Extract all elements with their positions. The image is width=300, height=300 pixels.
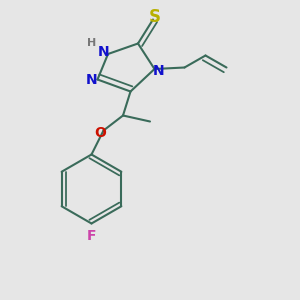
Text: N: N <box>86 73 97 86</box>
Text: N: N <box>153 64 164 78</box>
Text: N: N <box>98 45 109 59</box>
Text: F: F <box>87 230 96 243</box>
Text: O: O <box>94 126 106 140</box>
Text: H: H <box>87 38 96 48</box>
Text: S: S <box>148 8 160 26</box>
